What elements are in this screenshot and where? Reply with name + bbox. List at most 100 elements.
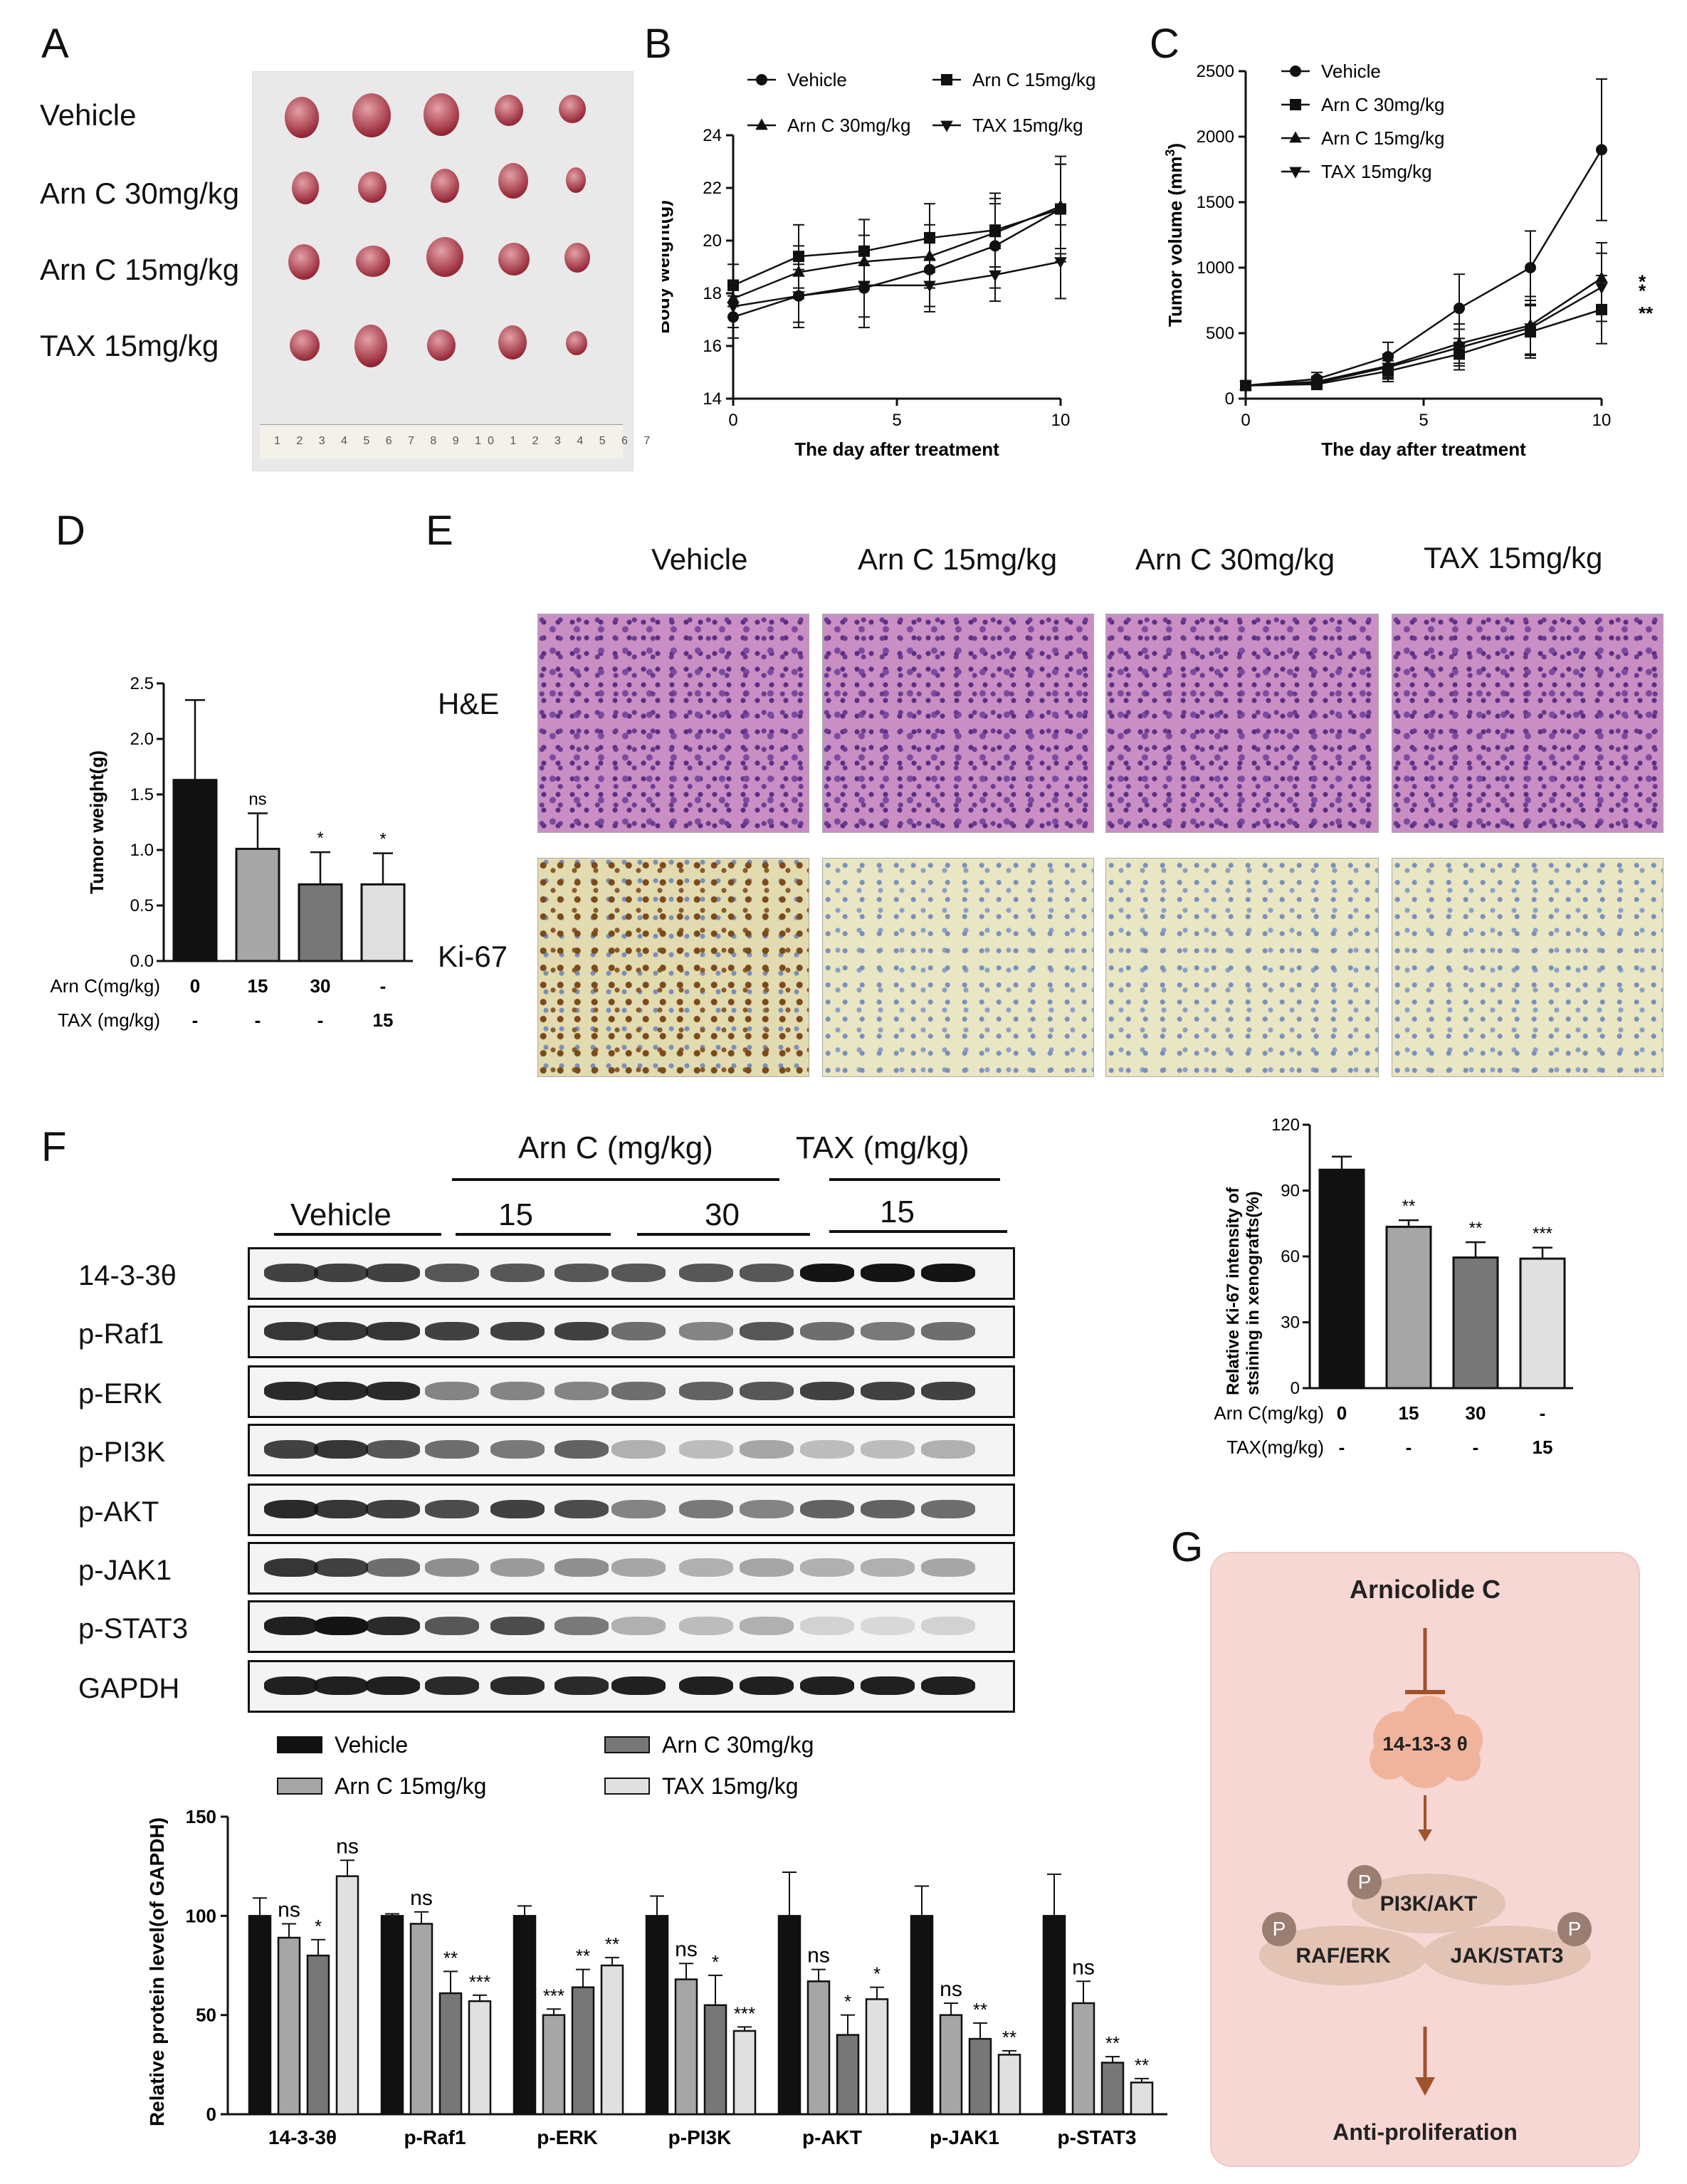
blot-row-label: p-JAK1 bbox=[78, 1555, 172, 1586]
blot-strip bbox=[248, 1484, 1015, 1536]
y-axis-title-end: ) bbox=[1165, 143, 1186, 149]
col-label-vehicle: Vehicle bbox=[651, 542, 748, 576]
bar bbox=[1042, 1915, 1066, 2116]
line-15 bbox=[456, 1233, 611, 1236]
y-axis-title: Relative Ki-67 intensity of bbox=[1224, 1187, 1243, 1395]
significance-mark: *** bbox=[1533, 1224, 1552, 1244]
tumor-photo: 1 2 3 4 5 6 7 8 9 10 1 2 3 4 5 6 7 bbox=[252, 71, 650, 471]
group-label-tax: TAX (mg/kg) bbox=[796, 1130, 969, 1165]
series-line bbox=[1245, 286, 1602, 387]
g-ellipse-jak bbox=[1423, 1926, 1591, 1985]
data-point bbox=[1382, 362, 1394, 374]
legend-marker bbox=[1290, 99, 1301, 110]
bar bbox=[380, 1915, 404, 2116]
blot-band bbox=[679, 1264, 733, 1282]
significance-mark: ns bbox=[336, 1834, 359, 1858]
blot-band bbox=[740, 1322, 794, 1340]
pathway-diagram: Arnicolide C 14-13-3 θ PI3K/AKT RAF/ERK … bbox=[1210, 1552, 1640, 2167]
significance-mark: ** bbox=[1402, 1197, 1416, 1216]
significance-mark: ** bbox=[576, 1946, 590, 1967]
bar bbox=[172, 779, 218, 962]
legend-swatch bbox=[604, 1778, 650, 1795]
legend-marker bbox=[755, 118, 768, 130]
series-line bbox=[1245, 149, 1603, 387]
bar bbox=[1071, 2002, 1095, 2116]
label-dose-15-tax: 15 bbox=[880, 1195, 915, 1229]
tumor bbox=[292, 172, 319, 204]
blot-band bbox=[264, 1500, 318, 1518]
blot-band bbox=[611, 1264, 666, 1282]
legend-marker bbox=[1290, 65, 1301, 77]
blot-band bbox=[800, 1382, 854, 1400]
y-tick-label: 0 bbox=[206, 2104, 216, 2125]
y-tick-label: 0 bbox=[1291, 1379, 1300, 1398]
y-tick-label: 90 bbox=[1281, 1182, 1300, 1201]
he-image-tax bbox=[1392, 614, 1664, 833]
bar bbox=[674, 1978, 698, 2116]
blot-band bbox=[425, 1617, 479, 1635]
row-label-tax: TAX 15mg/kg bbox=[40, 329, 219, 362]
g-cloud-shape bbox=[1370, 1696, 1483, 1788]
blot-band bbox=[861, 1676, 915, 1695]
x-axis-title: The day after treatment bbox=[794, 439, 999, 460]
ki67-image-vehicle bbox=[537, 858, 809, 1077]
blot-band bbox=[264, 1440, 318, 1459]
significance-mark: ns bbox=[278, 1898, 300, 1921]
y-tick-label: 150 bbox=[186, 1806, 216, 1827]
chart-b: 14 16 18 20 22 24 0 5 10 The day after treatment B… bbox=[662, 69, 1095, 460]
blot-band bbox=[679, 1617, 733, 1635]
blot-band bbox=[800, 1322, 854, 1340]
tumor bbox=[566, 331, 587, 355]
blot-band bbox=[555, 1617, 609, 1635]
data-point bbox=[1310, 378, 1323, 390]
chart-d: 0.0 0.5 1.0 1.5 2.0 2.5 0 - ns 15 - * 30 - * - 15 Arn C(m… bbox=[50, 674, 413, 1031]
x-tick-label: p-PI3K bbox=[668, 2126, 732, 2148]
blot-band bbox=[425, 1500, 479, 1518]
blot-band bbox=[555, 1500, 609, 1518]
y-tick-label: 16 bbox=[703, 337, 722, 356]
blot-row-label: p-AKT bbox=[78, 1496, 159, 1528]
significance-mark: * bbox=[315, 1916, 322, 1937]
blot-band bbox=[861, 1617, 915, 1635]
significance-mark: ** bbox=[973, 1999, 987, 2020]
significance-mark: ** bbox=[605, 1933, 619, 1955]
data-point bbox=[1054, 257, 1067, 269]
row-label-arn30: Arn C 30mg/kg bbox=[40, 177, 240, 210]
bar bbox=[235, 847, 280, 962]
legend-swatch bbox=[277, 1778, 322, 1795]
blot-band bbox=[611, 1322, 666, 1340]
panel-letter-c: C bbox=[1150, 21, 1179, 67]
g-arrow-2-head bbox=[1415, 2077, 1435, 2096]
blot-band bbox=[264, 1558, 318, 1577]
tumor bbox=[498, 325, 527, 359]
row2-value: 15 bbox=[373, 1009, 394, 1031]
blot-band bbox=[366, 1440, 420, 1459]
y-tick-label: 1000 bbox=[1197, 258, 1234, 278]
x-tick-label: 0 bbox=[1241, 411, 1250, 430]
data-point bbox=[792, 291, 805, 303]
col-label-arn15: Arn C 15mg/kg bbox=[858, 542, 1058, 576]
blot-band bbox=[611, 1440, 666, 1459]
significance-mark: ns bbox=[940, 1978, 962, 2001]
row2-value: - bbox=[255, 1009, 261, 1031]
tumor bbox=[352, 93, 391, 137]
y-tick-label: 2.0 bbox=[130, 730, 154, 749]
he-image-arn30 bbox=[1105, 614, 1379, 833]
blot-band bbox=[861, 1500, 915, 1518]
g-phospho-icon bbox=[1557, 1912, 1592, 1946]
blot-band bbox=[314, 1322, 368, 1340]
row-label-he: H&E bbox=[438, 687, 500, 720]
tumor bbox=[566, 167, 586, 193]
chart-c: 0 500 1000 1500 2000 2500 0 5 10 The day after tr… bbox=[1163, 61, 1654, 460]
significance-mark: * bbox=[712, 1951, 719, 1973]
y-tick-label: 50 bbox=[196, 2005, 216, 2026]
significance-mark: ** bbox=[1469, 1219, 1483, 1238]
blot-band bbox=[314, 1382, 368, 1400]
tumor bbox=[358, 172, 387, 203]
significance-mark: *** bbox=[734, 2002, 755, 2024]
x-tick-label: p-JAK1 bbox=[930, 2126, 999, 2148]
y-tick-label: 24 bbox=[703, 126, 722, 145]
tumor bbox=[290, 330, 320, 361]
panel-letter-g: G bbox=[1171, 1524, 1204, 1570]
legend-label: Arn C 15mg/kg bbox=[1321, 127, 1444, 149]
